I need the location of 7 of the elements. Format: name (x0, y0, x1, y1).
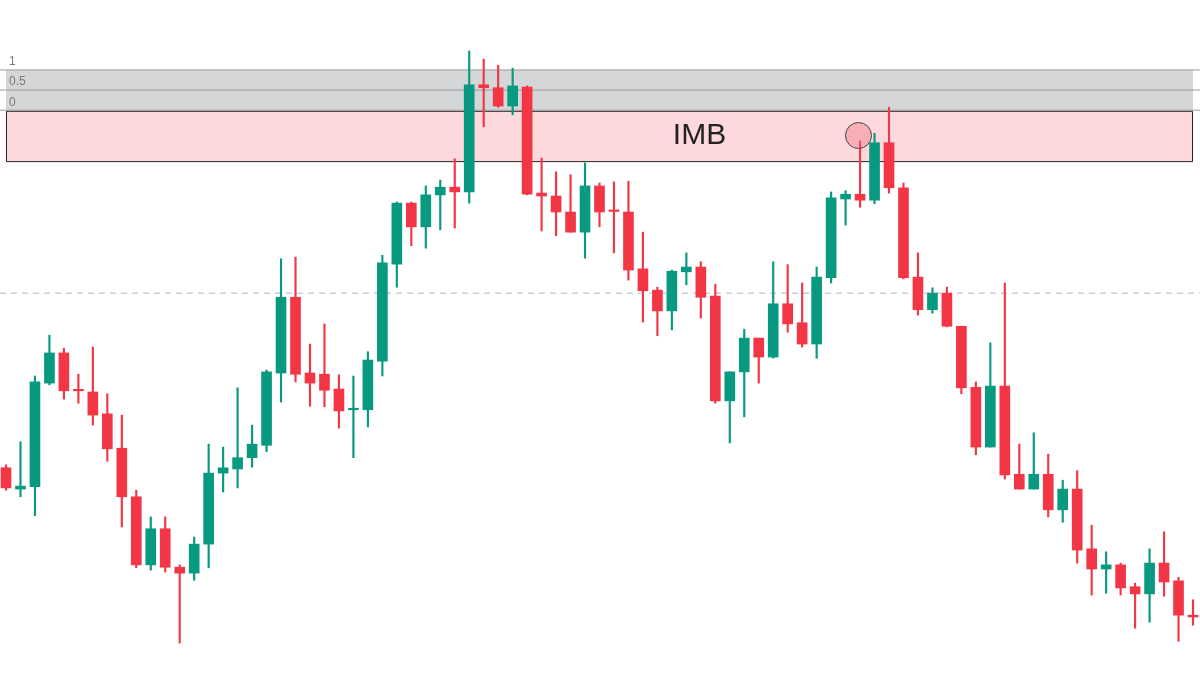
annotation: 0 (9, 94, 16, 109)
annotation: 0.5 (9, 74, 27, 89)
candlestick (319, 323, 330, 408)
candlestick (565, 174, 576, 233)
candlestick (348, 375, 359, 459)
band-label: IMB (672, 117, 727, 151)
annotation: 1 (9, 54, 16, 69)
